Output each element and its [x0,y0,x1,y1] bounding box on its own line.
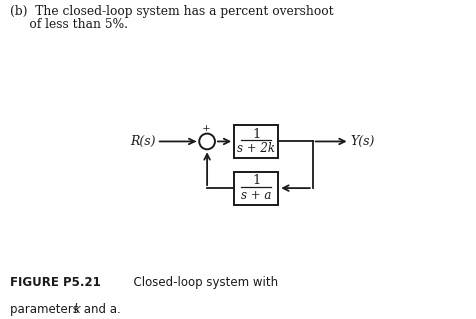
Text: R(s): R(s) [130,135,156,148]
Text: of less than 5%.: of less than 5%. [10,18,128,31]
Text: −: − [186,136,197,149]
Text: FIGURE P5.21: FIGURE P5.21 [10,276,100,289]
Text: 1: 1 [252,174,260,187]
Text: k: k [74,303,80,316]
Text: +: + [201,123,210,133]
Text: parameters: parameters [10,303,82,316]
Bar [234,172,278,205]
Text: and a.: and a. [80,303,121,316]
Text: s + a: s + a [241,189,271,202]
Text: 1: 1 [252,128,260,141]
Text: Y(s): Y(s) [351,135,375,148]
Text: s + 2k: s + 2k [237,142,275,155]
Text: (b)  The closed-loop system has a percent overshoot: (b) The closed-loop system has a percent… [10,5,333,18]
Bar [234,125,278,158]
Text: Closed-loop system with: Closed-loop system with [126,276,278,289]
